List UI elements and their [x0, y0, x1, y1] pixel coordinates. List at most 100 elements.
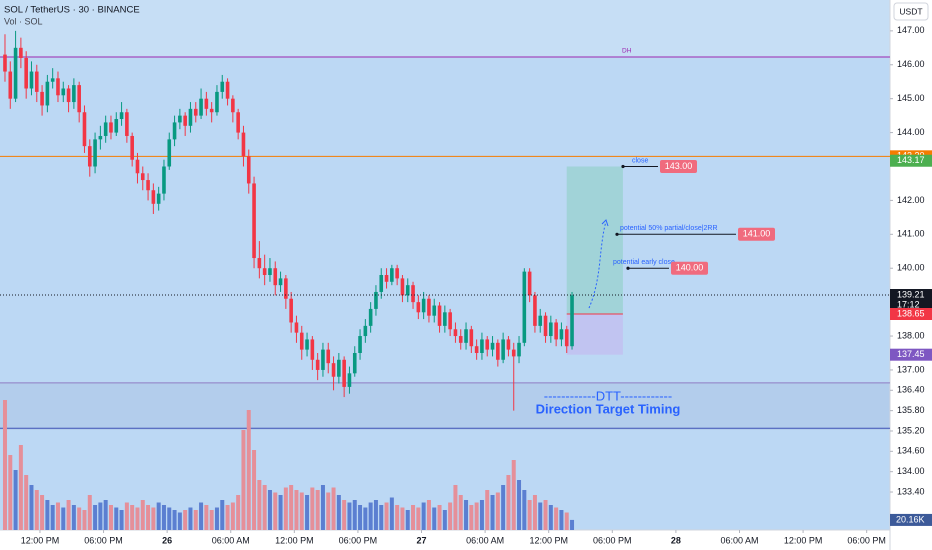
volume-bar [305, 495, 310, 530]
volume-bar [82, 510, 87, 530]
volume-bar [267, 490, 272, 530]
target-tag-label: 140.00 [676, 263, 704, 273]
volume-bar [246, 410, 251, 530]
volume-bar [172, 510, 177, 530]
candle-body [511, 349, 516, 357]
candle-body [45, 81, 50, 106]
candle-body [374, 291, 378, 309]
volume-bar [368, 502, 373, 530]
volume-bar [395, 505, 400, 530]
candle-body [538, 315, 543, 326]
candle-body [225, 81, 230, 99]
candle-body [405, 285, 410, 296]
candle-body [172, 122, 177, 140]
y-tick-label: 142.00 [897, 195, 925, 205]
volume-bar [167, 507, 172, 530]
currency[interactable]: USDT [899, 6, 922, 16]
volume-bar [18, 445, 23, 530]
volume-bar [55, 502, 60, 530]
candle-body [490, 342, 495, 350]
candle-body [130, 135, 134, 160]
candle-body [109, 122, 113, 133]
projection-arrow-head [601, 219, 609, 227]
volume-bar [188, 507, 193, 530]
volume-bar [193, 510, 198, 530]
currency-button[interactable] [893, 2, 929, 21]
candle-body [178, 115, 182, 123]
price-tag-countdown: 17:12 [897, 299, 920, 309]
candle-body [50, 78, 55, 82]
candle-body [209, 108, 214, 113]
candle-body [294, 322, 299, 333]
candle-body [501, 339, 505, 360]
price-tag [890, 307, 932, 320]
candle-body [453, 329, 458, 337]
volume-bar [559, 510, 564, 530]
candle-body [114, 119, 119, 133]
candle-body [34, 71, 39, 92]
candle-body [469, 329, 474, 347]
candle-body [146, 180, 150, 191]
candle-body [135, 159, 140, 174]
target-text: potential 50% partial/close|2RR [620, 225, 718, 232]
candle-body [13, 47, 18, 99]
volume-bar [437, 505, 442, 530]
x-tick-label: 27 [417, 535, 427, 545]
volume-bar [177, 512, 182, 530]
volume-bar [262, 485, 267, 530]
volume-bar [442, 510, 447, 530]
volume-bar [384, 502, 389, 530]
candle-body [559, 329, 564, 340]
candle-body [167, 139, 172, 167]
volume-bar [230, 502, 235, 530]
volume-bar [448, 502, 453, 530]
x-tick-label: 12:00 PM [275, 535, 314, 545]
volume-bar [363, 507, 368, 530]
volume-bar [34, 490, 39, 530]
candle-body [24, 57, 28, 89]
candle-body [82, 112, 87, 147]
volume-bar [252, 450, 257, 530]
candle-body [199, 98, 203, 116]
volume-bar [130, 505, 135, 530]
candle-body [98, 135, 103, 140]
target-tag [738, 227, 775, 241]
volume-bar [495, 492, 500, 530]
candle-body [289, 298, 293, 323]
volume-bar [373, 500, 378, 530]
candle-body [437, 305, 442, 326]
volume-bar [183, 510, 188, 530]
candle-body [347, 373, 352, 387]
candle-body [3, 54, 7, 72]
candle-body [299, 332, 304, 350]
volume-bar [29, 485, 34, 530]
volume-bar [320, 485, 325, 530]
plot-background [0, 0, 890, 530]
volume-bar [2, 400, 7, 530]
candle-body [522, 271, 527, 343]
volume-bar [299, 492, 304, 530]
volume-bar [140, 500, 145, 530]
candle-body [140, 173, 145, 181]
candle-body [257, 258, 262, 269]
candle-body [464, 329, 468, 343]
y-tick-label: 135.80 [897, 405, 925, 415]
volume-bar [416, 507, 421, 530]
symbol-title: SOL / TetherUS · 30 · BINANCE [4, 5, 140, 16]
volume-bar [289, 485, 294, 530]
volume-bar [156, 502, 161, 530]
candle-body [156, 193, 161, 204]
target-tag-label: 141.00 [743, 229, 771, 239]
volume-bar [124, 502, 129, 530]
volume-bar [426, 500, 431, 530]
candle-body [379, 275, 384, 292]
volume-bar [45, 500, 50, 530]
candle-body [480, 339, 484, 353]
x-tick-label: 26 [162, 535, 172, 545]
volume-bar [71, 505, 76, 530]
price-tag [890, 289, 932, 312]
volume-bar [66, 500, 71, 530]
volume-bar [93, 505, 98, 530]
price-tag-label: 139.21 [897, 289, 925, 299]
candle-body [29, 71, 34, 89]
